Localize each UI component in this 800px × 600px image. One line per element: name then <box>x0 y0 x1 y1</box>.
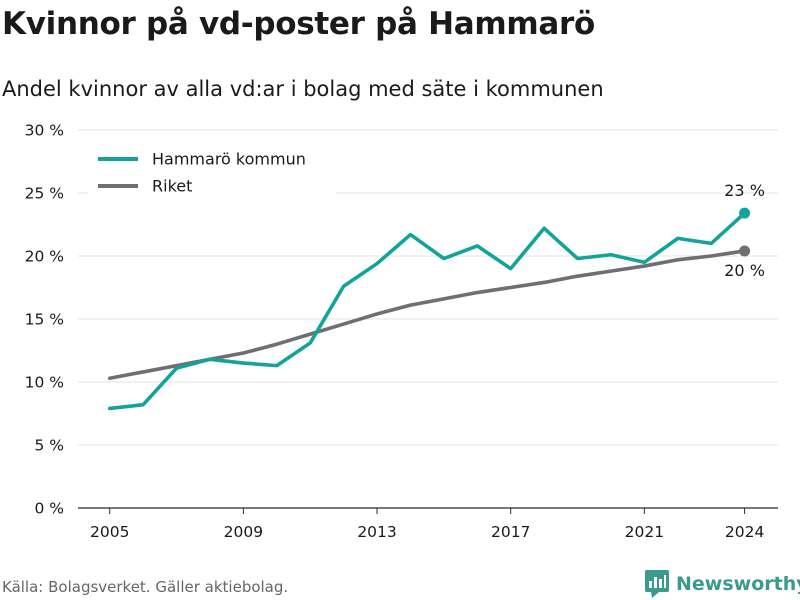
y-tick-label: 10 % <box>25 374 64 392</box>
y-tick-label: 5 % <box>34 437 64 455</box>
x-tick-label: 2017 <box>491 523 530 541</box>
legend-label: Hammarö kommun <box>152 150 306 169</box>
series-line-hammar-kommun <box>107 211 747 411</box>
y-tick-label: 20 % <box>25 248 64 266</box>
bar-chart-logo-icon <box>645 570 669 598</box>
y-axis-ticks: 0 % 5 % 10 % 15 % 20 % 25 % 30 % <box>25 122 64 518</box>
end-point-riket <box>739 245 751 257</box>
y-tick-label: 15 % <box>25 311 64 329</box>
x-tick-label: 2024 <box>725 523 764 541</box>
chart-subtitle: Andel kvinnor av alla vd:ar i bolag med … <box>2 77 604 101</box>
brand-logo: Newsworthy <box>645 570 800 598</box>
x-tick-label: 2005 <box>90 523 129 541</box>
y-tick-label: 30 % <box>25 122 64 140</box>
legend-label: Riket <box>152 177 192 196</box>
end-labels: 23 % 20 % <box>724 181 765 280</box>
end-label-hammaro: 23 % <box>724 181 765 200</box>
y-tick-label: 25 % <box>25 185 64 203</box>
x-axis-ticks: 2005 2009 2013 2017 2021 2024 <box>90 508 764 541</box>
brand-name: Newsworthy <box>676 573 800 595</box>
source-note: Källa: Bolagsverket. Gäller aktiebolag. <box>2 578 289 596</box>
y-tick-label: 0 % <box>34 500 64 518</box>
legend: Hammarö kommun Riket <box>88 144 336 196</box>
end-label-riket: 20 % <box>724 261 765 280</box>
x-tick-label: 2021 <box>625 523 664 541</box>
x-tick-label: 2013 <box>357 523 396 541</box>
chart-title: Kvinnor på vd-poster på Hammarö <box>2 6 595 42</box>
x-tick-label: 2009 <box>224 523 263 541</box>
end-point-hammar-kommun <box>739 207 751 219</box>
series-lines <box>107 207 751 411</box>
